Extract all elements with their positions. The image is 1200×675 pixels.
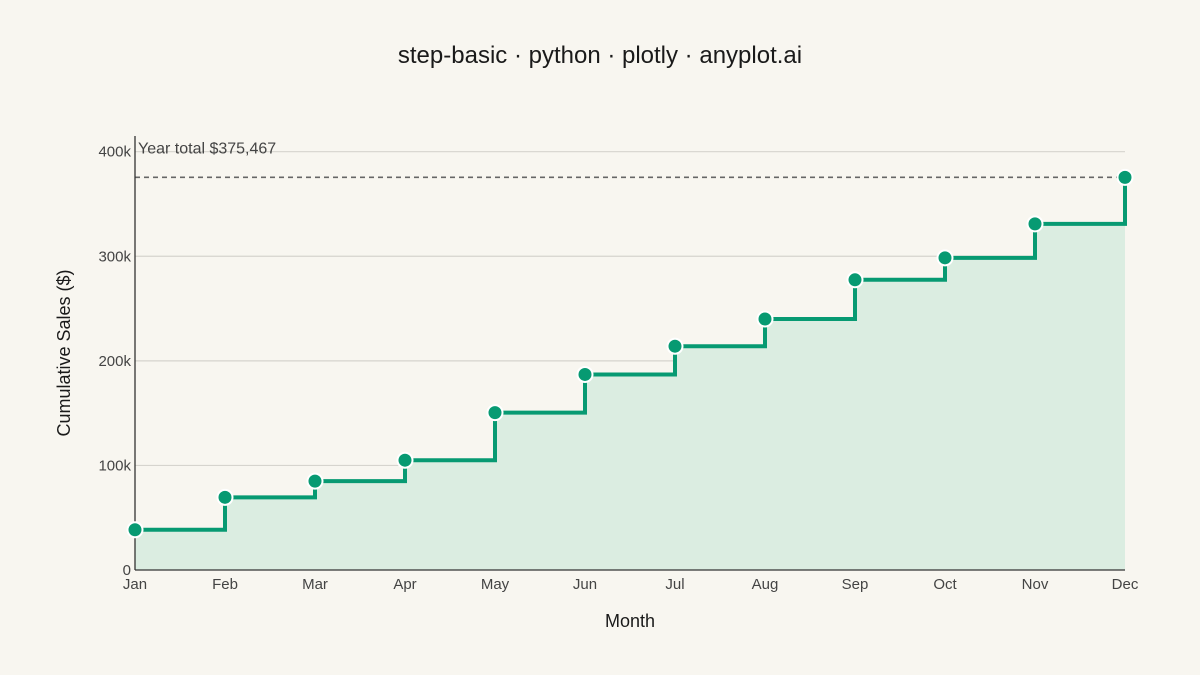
data-point bbox=[486, 404, 504, 422]
data-point bbox=[306, 472, 324, 490]
x-tick-label: Apr bbox=[393, 576, 416, 593]
data-point bbox=[756, 310, 774, 328]
x-tick-label: Oct bbox=[933, 576, 957, 593]
data-point bbox=[396, 451, 414, 469]
y-axis-title: Cumulative Sales ($) bbox=[54, 269, 74, 436]
data-point bbox=[1026, 215, 1044, 233]
chart-title: step-basic · python · plotly · anyplot.a… bbox=[397, 42, 803, 69]
data-point bbox=[666, 337, 684, 355]
data-point bbox=[846, 271, 864, 289]
x-tick-label: Dec bbox=[1112, 576, 1139, 593]
x-tick-label: Sep bbox=[842, 576, 869, 593]
y-tick-label: 100k bbox=[98, 457, 131, 474]
y-tick-label: 0 bbox=[123, 562, 131, 579]
y-tick-labels: 0 100k 200k 300k 400k bbox=[98, 144, 131, 579]
data-point bbox=[576, 365, 594, 383]
axes bbox=[134, 136, 1125, 571]
x-tick-label: Jul bbox=[665, 576, 684, 593]
x-tick-label: Mar bbox=[302, 576, 328, 593]
year-total-annotation: Year total $375,467 bbox=[138, 141, 276, 158]
y-tick-label: 400k bbox=[98, 144, 131, 161]
data-point bbox=[126, 521, 144, 539]
data-point bbox=[1116, 168, 1134, 186]
x-axis-title: Month bbox=[605, 611, 655, 631]
y-tick-label: 200k bbox=[98, 353, 131, 370]
data-point bbox=[936, 249, 954, 267]
x-tick-labels: Jan Feb Mar Apr May Jun Jul Aug Sep Oct Nov Dec bbox=[123, 576, 1139, 593]
x-tick-label: Jun bbox=[573, 576, 597, 593]
x-tick-label: Feb bbox=[212, 576, 238, 593]
data-markers bbox=[126, 168, 1134, 539]
x-tick-label: May bbox=[481, 576, 510, 593]
area-fill bbox=[135, 177, 1125, 570]
x-tick-label: Aug bbox=[752, 576, 779, 593]
y-tick-label: 300k bbox=[98, 248, 131, 265]
x-tick-label: Nov bbox=[1022, 576, 1049, 593]
x-tick-label: Jan bbox=[123, 576, 147, 593]
data-point bbox=[216, 488, 234, 506]
